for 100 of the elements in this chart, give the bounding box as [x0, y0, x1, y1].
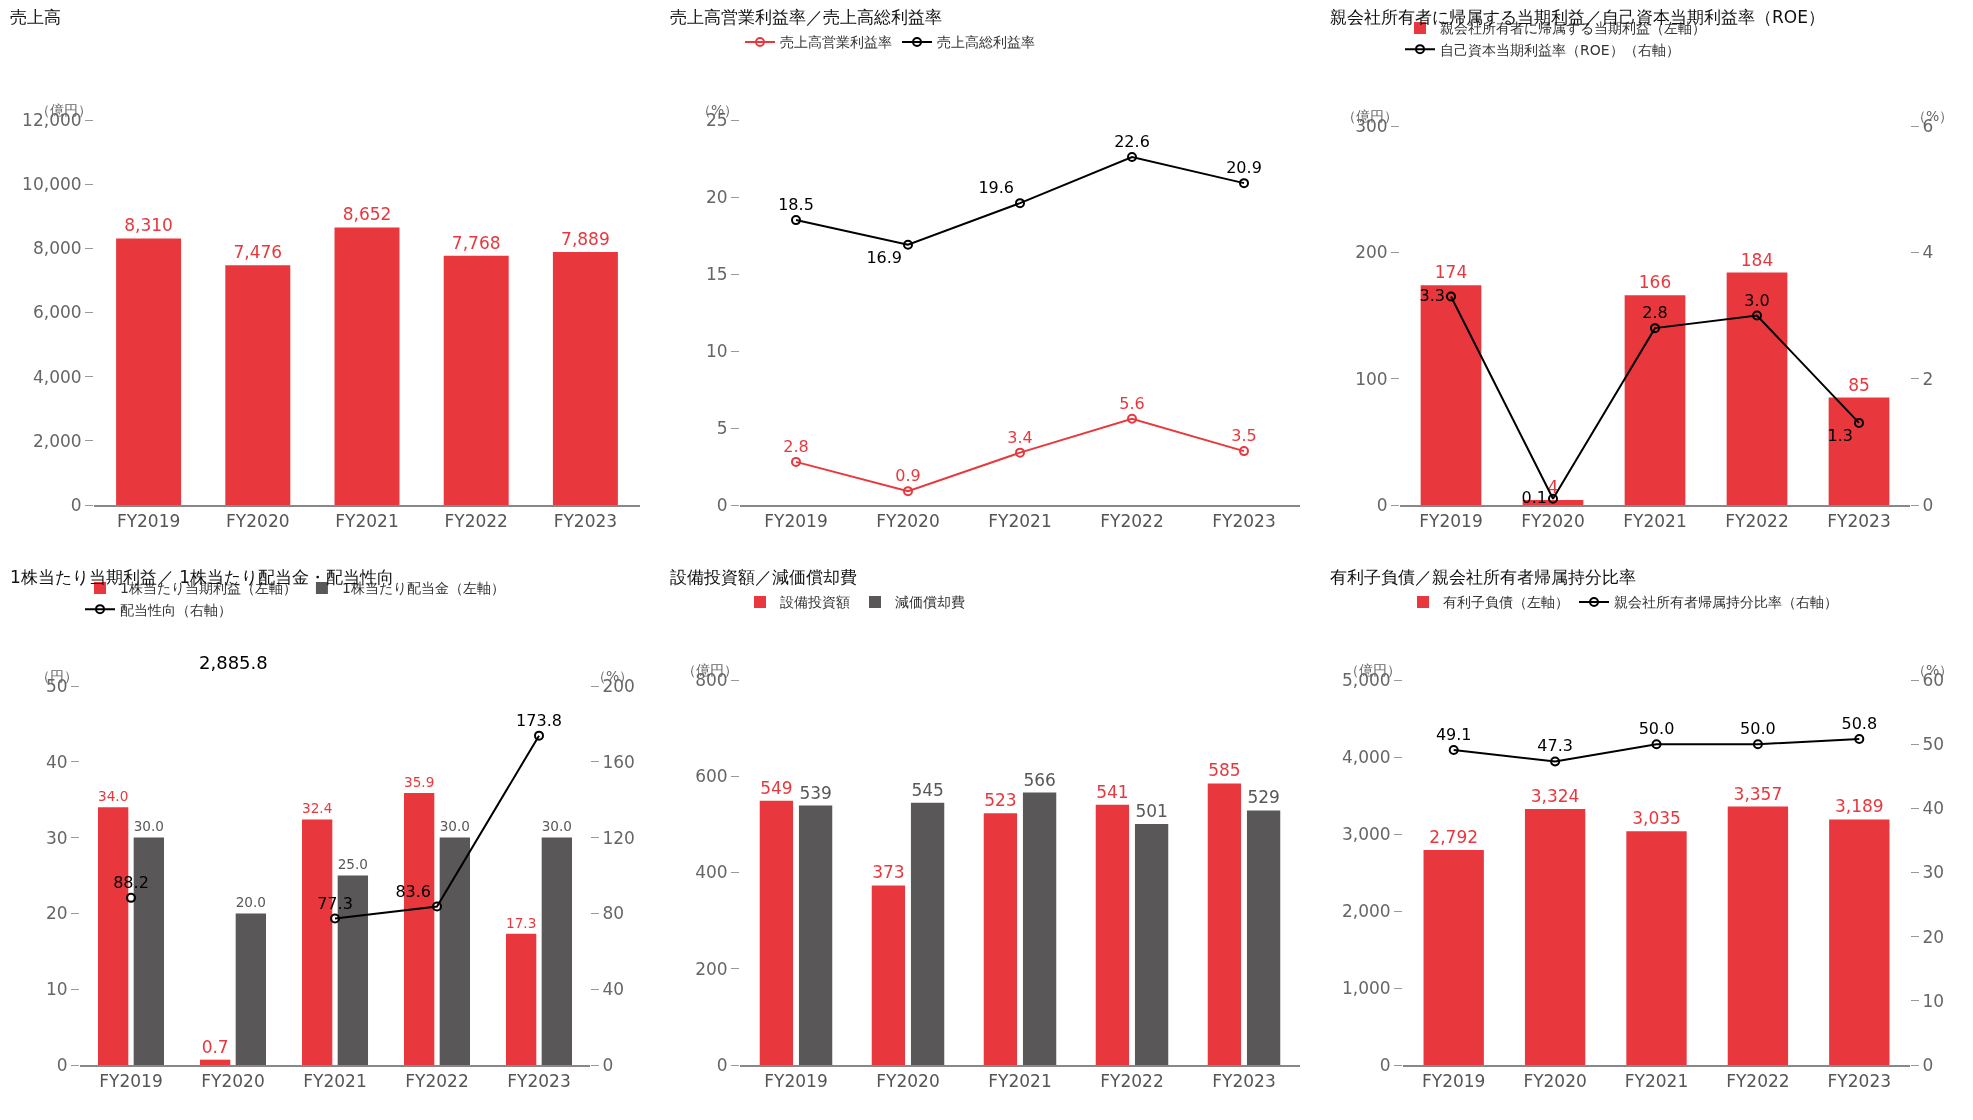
x-tick-label: FY2022 — [1725, 511, 1789, 532]
data-label: 2.8 — [1642, 303, 1668, 323]
point — [791, 215, 801, 226]
x-tick-label: FY2019 — [1421, 1071, 1486, 1092]
data-label: 539 — [799, 782, 832, 803]
bar — [439, 837, 471, 1065]
y-tick-label: 40 — [45, 751, 68, 772]
point — [1548, 493, 1558, 504]
data-label: 34.0 — [97, 788, 129, 805]
point — [1650, 323, 1660, 334]
data-label: 545 — [911, 779, 944, 800]
data-label: 77.3 — [317, 893, 353, 913]
y-tick-label: 20 — [705, 186, 728, 207]
point — [1752, 310, 1762, 321]
point — [1239, 446, 1249, 457]
point — [432, 901, 442, 912]
data-label: 20.0 — [235, 894, 267, 911]
data-label: 3,357 — [1733, 783, 1783, 804]
x-tick-label: FY2021 — [303, 1071, 367, 1092]
bar — [871, 885, 906, 1065]
data-label: 50.0 — [1638, 719, 1675, 739]
data-label: 529 — [1247, 787, 1280, 808]
y-tick-label: 0 — [1376, 494, 1388, 515]
point — [1015, 447, 1025, 458]
data-label: 5.6 — [1119, 393, 1145, 413]
y2-tick-label: 50 — [1922, 734, 1945, 755]
data-label: 25.0 — [337, 856, 369, 873]
point — [791, 456, 801, 467]
bar — [1095, 804, 1130, 1065]
bar — [1420, 285, 1482, 505]
data-label: 35.9 — [403, 773, 435, 790]
data-label: 173.8 — [516, 710, 562, 730]
y-tick-label: 8,000 — [32, 238, 82, 259]
y-tick-label: 200 — [1355, 242, 1388, 263]
y2-tick-label: 0 — [1922, 494, 1934, 515]
bar — [235, 913, 267, 1065]
data-label: 17.3 — [505, 914, 537, 931]
bar — [1727, 806, 1789, 1065]
x-tick-label: FY2023 — [1827, 1071, 1892, 1092]
bar — [116, 238, 182, 505]
data-label: 20.9 — [1226, 158, 1262, 178]
point — [126, 892, 136, 903]
point — [534, 730, 544, 741]
data-label: 47.3 — [1537, 736, 1573, 756]
data-label: 3,324 — [1530, 786, 1580, 807]
x-tick-label: FY2020 — [1521, 511, 1585, 532]
point — [1127, 151, 1137, 162]
y2-tick-label: 20 — [1922, 926, 1945, 947]
y-tick-label: 200 — [695, 958, 728, 979]
y-tick-label: 0 — [70, 494, 82, 515]
x-tick-label: FY2022 — [444, 511, 508, 532]
data-label: 49.1 — [1435, 724, 1472, 744]
bar — [1829, 819, 1890, 1065]
data-label: 166 — [1638, 272, 1672, 293]
x-tick-label: FY2020 — [876, 511, 940, 532]
x-tick-label: FY2023 — [1212, 511, 1276, 532]
point — [1127, 413, 1137, 424]
chart-title: 有利子負債／親会社所有者帰属持分比率 — [1330, 567, 1636, 587]
bar — [798, 805, 833, 1065]
data-label: 8,310 — [124, 215, 173, 236]
x-tick-label: FY2022 — [1100, 511, 1164, 532]
data-label: 3,189 — [1834, 796, 1884, 817]
data-label: 88.2 — [113, 872, 149, 892]
x-tick-label: FY2021 — [1623, 511, 1687, 532]
y-tick-label: 400 — [695, 862, 728, 883]
x-tick-label: FY2019 — [764, 511, 828, 532]
data-label: 0.7 — [201, 1036, 229, 1057]
data-label: 4 — [1547, 476, 1559, 497]
data-label: 2.8 — [783, 436, 809, 456]
y-tick-label: 1,000 — [1341, 977, 1391, 998]
bar — [199, 1059, 231, 1065]
x-tick-label: FY2022 — [405, 1071, 469, 1092]
x-tick-label: FY2022 — [1726, 1071, 1790, 1092]
point — [903, 486, 913, 497]
data-label: 3.5 — [1231, 426, 1257, 446]
y-tick-label: 2,000 — [1341, 900, 1391, 921]
data-label: 30.0 — [439, 818, 471, 835]
x-tick-label: FY2019 — [99, 1071, 163, 1092]
point — [1239, 178, 1249, 189]
data-label: 3.4 — [1007, 427, 1033, 447]
data-label: 19.6 — [978, 178, 1014, 198]
y-tick-label: 0 — [716, 494, 728, 515]
legend-label: 減価償却費 — [895, 594, 965, 611]
bar — [910, 802, 945, 1065]
y2-tick-label: 10 — [1922, 990, 1945, 1011]
data-label: 8,652 — [342, 204, 392, 225]
legend-label: 売上高総利益率 — [937, 34, 1035, 51]
data-label: 541 — [1096, 781, 1129, 802]
y2-tick-label: 160 — [602, 751, 635, 772]
data-label: 7,889 — [561, 228, 610, 249]
chart-title: 売上高 — [10, 7, 61, 27]
y-tick-label: 10 — [705, 340, 728, 361]
x-tick-label: FY2023 — [507, 1071, 571, 1092]
y2-tick-label: 0 — [602, 1054, 614, 1075]
bar — [443, 255, 509, 505]
data-label: 32.4 — [301, 800, 333, 817]
data-label: 50.8 — [1841, 714, 1878, 734]
data-label: 18.5 — [778, 195, 814, 215]
point — [1446, 291, 1456, 302]
y-tick-label: 10 — [45, 979, 68, 1000]
